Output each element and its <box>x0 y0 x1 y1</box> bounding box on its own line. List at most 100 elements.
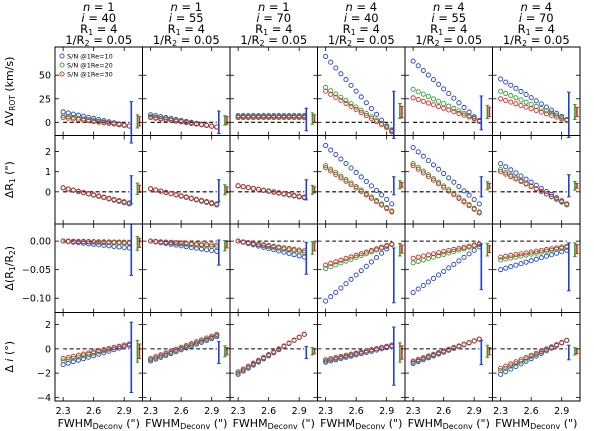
data-point <box>368 183 374 189</box>
data-point <box>353 254 359 261</box>
data-point <box>106 120 112 127</box>
data-point <box>508 363 514 369</box>
data-point <box>508 366 514 372</box>
data-point <box>75 115 81 121</box>
data-point <box>379 250 385 256</box>
data-point <box>168 190 174 196</box>
data-point <box>153 187 159 193</box>
data-point <box>476 336 482 342</box>
data-point <box>281 115 287 121</box>
data-point <box>193 241 199 247</box>
data-point <box>368 106 374 112</box>
panel-frame <box>492 223 581 313</box>
data-point <box>296 193 302 199</box>
data-point <box>286 115 292 121</box>
data-point <box>503 256 509 262</box>
data-point <box>436 272 442 278</box>
column-title-line: i = 40 <box>81 11 116 25</box>
data-point <box>296 334 302 340</box>
data-point <box>75 357 81 363</box>
data-point <box>286 191 292 197</box>
column-title-line: n = 1 <box>258 0 290 14</box>
data-point <box>420 253 426 259</box>
data-point <box>425 252 431 258</box>
data-point <box>471 247 477 253</box>
data-point <box>533 250 539 256</box>
data-point <box>296 115 302 121</box>
data-point <box>498 167 504 173</box>
data-point <box>158 239 164 245</box>
data-point <box>451 105 457 112</box>
x-tick-label: 2.9 <box>117 406 132 417</box>
panel <box>492 46 581 138</box>
data-point <box>430 251 437 257</box>
panel <box>142 46 231 136</box>
data-point <box>291 248 297 254</box>
data-point <box>281 245 287 251</box>
data-point <box>559 244 565 250</box>
panel <box>492 312 581 402</box>
data-point <box>410 86 416 92</box>
data-point <box>266 115 272 121</box>
data-point <box>373 187 380 193</box>
data-point <box>425 100 431 106</box>
data-point <box>281 191 287 197</box>
data-point <box>503 169 509 175</box>
y-axis-label: Δ(R1/R2) <box>3 246 17 291</box>
data-point <box>461 110 467 116</box>
data-point <box>70 355 76 361</box>
x-tick-label: 2.6 <box>349 406 364 417</box>
data-point <box>111 121 117 127</box>
data-point <box>436 103 442 110</box>
data-point <box>415 254 421 260</box>
data-point <box>523 259 529 265</box>
data-point <box>158 188 164 194</box>
data-point <box>451 249 457 255</box>
data-point <box>554 245 560 251</box>
data-point <box>543 346 549 352</box>
data-point <box>338 173 344 179</box>
data-point <box>106 195 112 201</box>
data-point <box>436 98 442 104</box>
data-point <box>430 77 437 83</box>
data-point <box>111 196 117 202</box>
data-point <box>538 109 544 115</box>
data-point <box>240 366 246 372</box>
data-point <box>198 197 205 203</box>
data-point <box>513 170 519 176</box>
data-point <box>564 201 570 207</box>
data-point <box>523 181 529 187</box>
data-point <box>384 246 390 252</box>
data-point <box>60 113 66 119</box>
data-point <box>209 200 215 206</box>
data-point <box>271 247 277 253</box>
data-point <box>209 248 215 254</box>
data-point <box>384 205 390 212</box>
data-point <box>410 161 416 167</box>
data-point <box>358 174 364 180</box>
legend-label: S/N @1Re=20 <box>67 61 113 69</box>
data-point <box>508 93 514 99</box>
data-point <box>498 257 504 263</box>
data-point <box>261 115 267 121</box>
data-point <box>353 252 359 258</box>
data-point <box>533 350 539 356</box>
data-point <box>389 209 395 215</box>
data-point <box>503 265 509 271</box>
data-point <box>508 82 514 88</box>
data-point <box>554 196 560 202</box>
data-point <box>148 238 154 244</box>
y-tick-label: 0 <box>45 344 51 355</box>
data-point <box>214 201 220 207</box>
data-point <box>415 258 421 264</box>
data-point <box>153 115 159 121</box>
data-point <box>60 238 66 244</box>
data-point <box>543 191 549 197</box>
data-point <box>518 253 524 259</box>
data-point <box>538 106 544 112</box>
data-point <box>513 95 519 101</box>
panel <box>317 135 406 225</box>
data-point <box>348 82 354 88</box>
data-point <box>498 267 504 273</box>
